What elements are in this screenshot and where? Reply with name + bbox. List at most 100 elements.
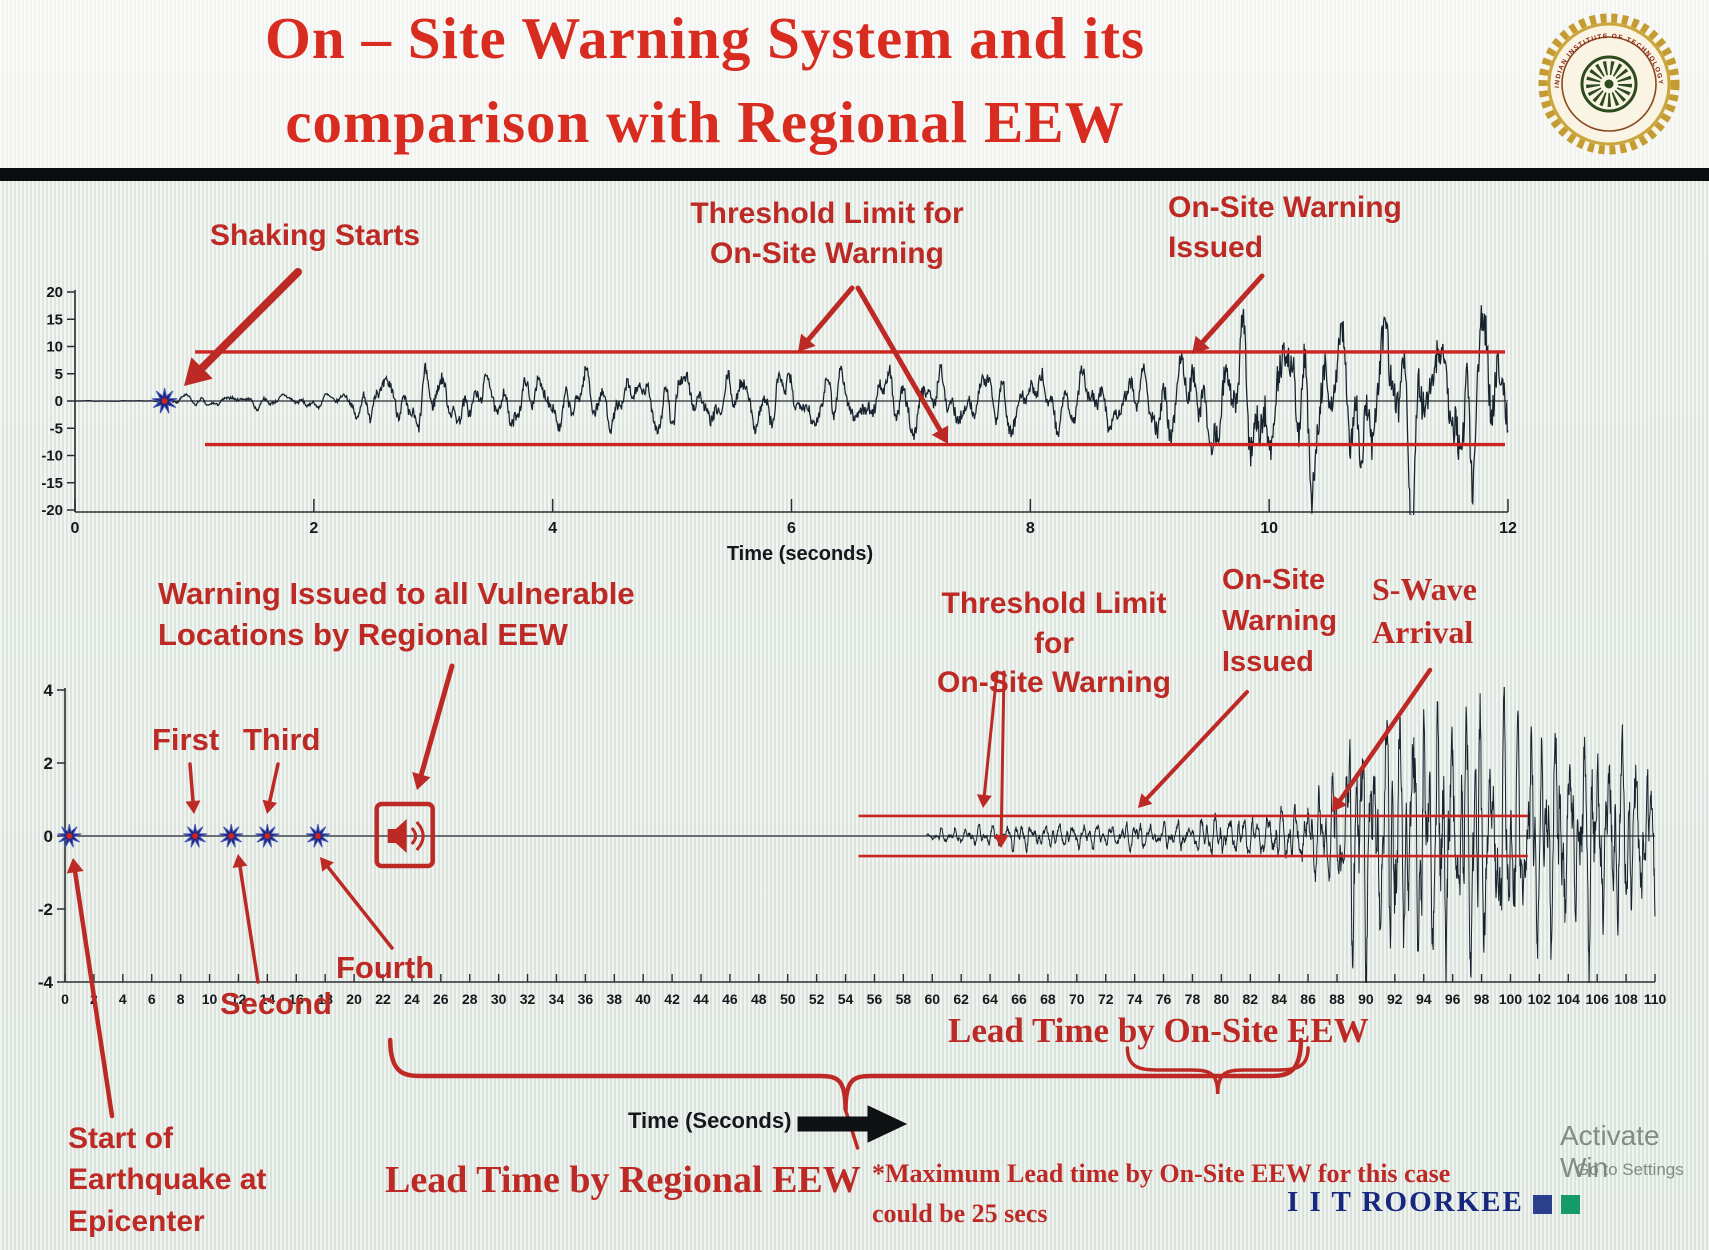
top-chart-x-axis-label: Time (seconds) (726, 543, 874, 565)
annotation-max-lead-time-note-line2: could be 25 secs (872, 1199, 1048, 1229)
svg-text:110: 110 (1644, 991, 1667, 1007)
svg-text:8: 8 (1026, 520, 1035, 537)
svg-text:15: 15 (46, 311, 63, 328)
svg-text:18: 18 (317, 991, 333, 1007)
svg-text:82: 82 (1242, 991, 1258, 1007)
svg-text:44: 44 (693, 991, 709, 1007)
iit-roorkee-logo: INDIAN INSTITUTE OF TECHNOLOGY ROORKEE (1530, 3, 1685, 160)
svg-text:-4: -4 (38, 973, 54, 992)
svg-text:0: 0 (71, 520, 80, 537)
svg-text:92: 92 (1387, 991, 1403, 1007)
svg-text:76: 76 (1156, 991, 1172, 1007)
svg-text:14: 14 (260, 991, 276, 1007)
svg-text:96: 96 (1445, 991, 1461, 1007)
regional-warning-icon (374, 801, 435, 869)
iit-roorkee-wordmark-text: I I T ROORKEE (1287, 1186, 1524, 1218)
svg-text:78: 78 (1185, 991, 1201, 1007)
svg-text:-2: -2 (38, 900, 53, 919)
svg-text:24: 24 (404, 991, 420, 1007)
top-waveform (75, 305, 1509, 515)
bottom-waveform (65, 687, 1656, 983)
svg-text:106: 106 (1586, 991, 1610, 1007)
annotation-third-event: Third (243, 722, 321, 757)
annotation-threshold-limit-top: Threshold Limit for On-Site Warning (688, 194, 966, 273)
slide-header (0, 0, 1709, 168)
svg-text:42: 42 (664, 991, 680, 1007)
annotation-second-event: Second (220, 986, 332, 1021)
svg-text:4: 4 (44, 681, 54, 700)
annotation-max-lead-time-note: *Maximum Lead time by On-Site EEW for th… (872, 1154, 1450, 1235)
svg-text:34: 34 (549, 991, 565, 1007)
time-axis-arrow-icon (797, 1105, 908, 1143)
iit-roorkee-wordmark: I I T ROORKEE (1287, 1186, 1580, 1219)
svg-text:54: 54 (838, 991, 854, 1007)
svg-text:20: 20 (46, 284, 63, 301)
svg-text:36: 36 (578, 991, 594, 1007)
annotation-threshold-limit-bottom: Threshold Limit for On-Site Warning (918, 584, 1190, 703)
logo-gear-teeth (1538, 13, 1680, 155)
activate-windows-watermark-line2: Go to Settings (1576, 1160, 1684, 1179)
lead-time-onsite-brace (1125, 1046, 1310, 1095)
svg-text:16: 16 (288, 991, 304, 1007)
annotation-s-wave-arrival-line2: Arrival (1372, 614, 1474, 651)
svg-text:-10: -10 (41, 448, 63, 465)
svg-text:10: 10 (1260, 520, 1278, 537)
svg-text:0: 0 (61, 991, 69, 1007)
svg-text:48: 48 (751, 991, 767, 1007)
annotation-start-of-earthquake-line1: Start of (68, 1122, 173, 1155)
svg-text:26: 26 (433, 991, 449, 1007)
brand-square-blue (1532, 1194, 1552, 1214)
annotation-regional-warning-line2: Locations by Regional EEW (158, 616, 568, 652)
svg-text:8: 8 (177, 991, 185, 1007)
svg-text:32: 32 (520, 991, 536, 1007)
annotation-s-wave-arrival: S-Wave Arrival (1372, 568, 1477, 654)
svg-text:22: 22 (375, 991, 391, 1007)
bottom-chart-x-axis-label: Time (Seconds) (628, 1108, 792, 1133)
svg-text:40: 40 (635, 991, 651, 1007)
annotation-onsite-warning-issued-bottom-line1: On-Site (1222, 564, 1326, 596)
svg-text:4: 4 (548, 520, 557, 537)
svg-text:66: 66 (1011, 991, 1027, 1007)
svg-text:6: 6 (787, 520, 796, 537)
header-divider-bar (0, 168, 1709, 181)
svg-text:0: 0 (44, 827, 53, 846)
brand-square-green (1560, 1194, 1580, 1214)
svg-text:108: 108 (1614, 991, 1638, 1007)
annotation-onsite-warning-issued-bottom-line3: Issued (1222, 646, 1314, 679)
svg-text:94: 94 (1416, 991, 1432, 1007)
svg-text:90: 90 (1358, 991, 1374, 1007)
annotation-threshold-limit-bottom-line2: On-Site Warning (937, 666, 1171, 700)
activate-windows-watermark-line1: Activate Win (1560, 1120, 1660, 1183)
svg-text:86: 86 (1300, 991, 1316, 1007)
annotation-shaking-starts: Shaking Starts (210, 219, 421, 252)
annotation-lead-time-onsite: Lead Time by On-Site EEW (948, 1011, 1369, 1050)
annotation-onsite-warning-issued-bottom: On-Site Warning Issued (1222, 560, 1337, 684)
svg-text:6: 6 (148, 991, 156, 1007)
slide-title-line2: comparison with Regional EEW (285, 89, 1125, 155)
svg-text:98: 98 (1474, 991, 1490, 1007)
svg-text:38: 38 (606, 991, 622, 1007)
svg-text:-15: -15 (41, 475, 63, 492)
svg-text:70: 70 (1069, 991, 1085, 1007)
bottom-chart: 420-2-4024681012141618202224262830323436… (38, 681, 1667, 1007)
svg-text:0: 0 (55, 393, 63, 410)
svg-text:28: 28 (462, 991, 478, 1007)
annotation-start-of-earthquake-line2: Earthquake at (68, 1163, 267, 1197)
svg-text:5: 5 (55, 366, 63, 383)
svg-text:-20: -20 (41, 502, 63, 519)
svg-text:80: 80 (1214, 991, 1230, 1007)
svg-text:12: 12 (231, 991, 247, 1007)
annotation-onsite-warning-issued-top: On-Site Warning Issued (1168, 188, 1402, 267)
annotation-threshold-limit-top-line2: On-Site Warning (710, 236, 944, 270)
svg-text:60: 60 (924, 991, 940, 1007)
annotation-first-event: First (152, 722, 220, 757)
iit-roorkee-logo-graphic: INDIAN INSTITUTE OF TECHNOLOGY ROORKEE (1530, 3, 1680, 155)
annotation-fourth-event: Fourth (336, 950, 435, 985)
svg-text:52: 52 (809, 991, 825, 1007)
svg-text:64: 64 (982, 991, 998, 1007)
svg-text:10: 10 (46, 339, 63, 356)
svg-text:10: 10 (202, 991, 218, 1007)
annotation-regional-warning-line1: Warning Issued to all Vulnerable (158, 576, 635, 611)
svg-text:74: 74 (1127, 991, 1143, 1007)
